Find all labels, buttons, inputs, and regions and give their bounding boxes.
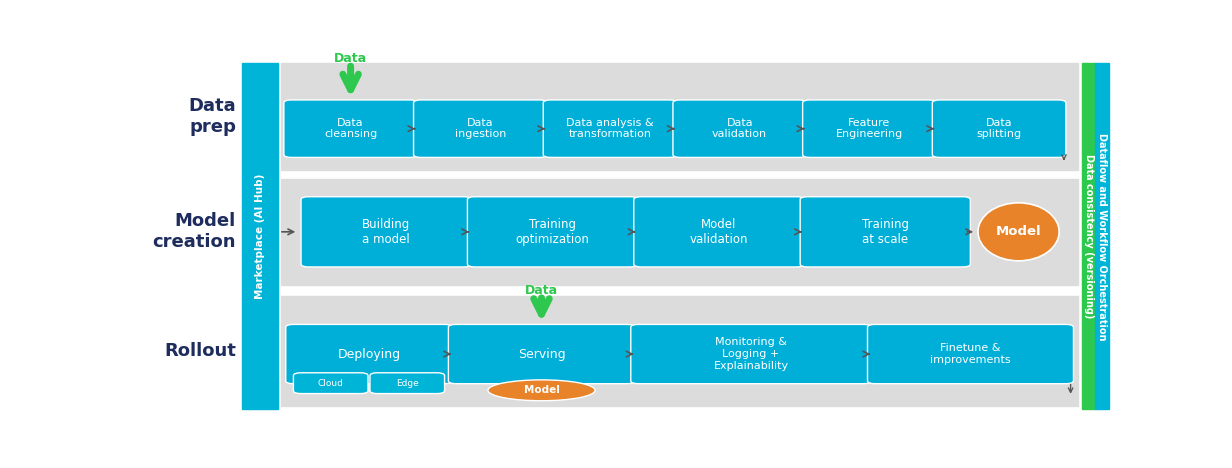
Bar [241,63,278,410]
Text: Serving: Serving [517,348,565,360]
Text: Edge: Edge [395,379,419,388]
Bar [1082,63,1095,410]
FancyBboxPatch shape [631,324,871,384]
Bar [281,179,1078,285]
Text: Data
splitting: Data splitting [977,118,1021,139]
Text: Data
prep: Data prep [188,97,237,136]
Text: Training
at scale: Training at scale [861,218,909,246]
Ellipse shape [488,380,595,401]
Text: Data: Data [334,52,367,65]
Text: Data
ingestion: Data ingestion [455,118,506,139]
Text: Finetune &
improvements: Finetune & improvements [930,343,1010,365]
Text: Feature
Engineering: Feature Engineering [835,118,903,139]
FancyBboxPatch shape [301,197,471,267]
Text: Rollout: Rollout [164,342,237,360]
FancyBboxPatch shape [293,373,368,394]
FancyBboxPatch shape [802,100,936,157]
FancyBboxPatch shape [448,324,634,384]
FancyBboxPatch shape [673,100,807,157]
Text: Model: Model [995,225,1041,238]
Text: Data
validation: Data validation [712,118,768,139]
Text: Building
a model: Building a model [362,218,410,246]
Text: Deploying: Deploying [338,348,400,360]
Text: Training
optimization: Training optimization [515,218,589,246]
Text: Model: Model [524,385,559,395]
FancyBboxPatch shape [633,197,804,267]
Bar [281,296,1078,406]
FancyBboxPatch shape [283,100,418,157]
Ellipse shape [978,203,1060,261]
Text: Data consistency (versioning): Data consistency (versioning) [1084,154,1094,319]
Text: Data
cleansing: Data cleansing [324,118,377,139]
Text: Marketplace (AI Hub): Marketplace (AI Hub) [255,174,265,299]
Text: Model
creation: Model creation [153,212,237,251]
Text: Model
validation: Model validation [690,218,748,246]
FancyBboxPatch shape [543,100,676,157]
Text: Cloud: Cloud [318,379,344,388]
FancyBboxPatch shape [933,100,1066,157]
FancyBboxPatch shape [867,324,1073,384]
FancyBboxPatch shape [414,100,547,157]
Text: Monitoring &
Logging +
Explainability: Monitoring & Logging + Explainability [713,337,788,371]
Text: Data: Data [525,284,558,297]
Text: Data analysis &
transformation: Data analysis & transformation [567,118,654,139]
Text: Dataflow and Workflow Orchestration: Dataflow and Workflow Orchestration [1098,132,1108,340]
FancyBboxPatch shape [286,324,452,384]
Bar [281,63,1078,170]
FancyBboxPatch shape [370,373,445,394]
FancyBboxPatch shape [467,197,638,267]
FancyBboxPatch shape [800,197,971,267]
Bar [1095,63,1109,410]
